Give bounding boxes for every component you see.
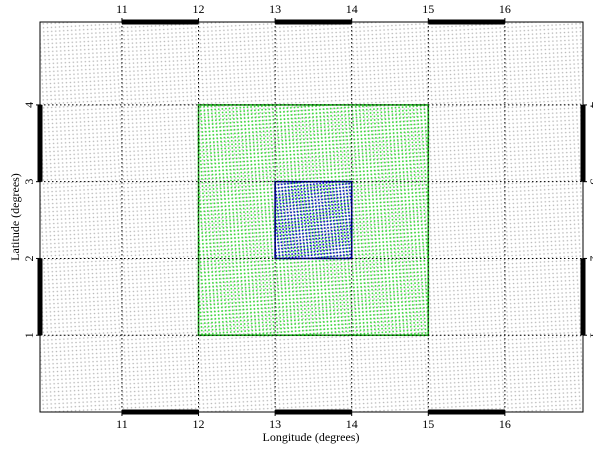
y-tick-label: 3 [587, 179, 593, 185]
x-tick-label: 13 [269, 2, 281, 16]
x-axis-label: Longitude (degrees) [263, 430, 360, 444]
y-tick-label: 1 [22, 332, 36, 338]
x-tick-label: 15 [422, 417, 434, 431]
x-tick-label: 14 [346, 2, 358, 16]
y-tick-label: 2 [22, 255, 36, 261]
region [274, 180, 353, 260]
frame [39, 21, 584, 413]
x-tick-label: 15 [422, 2, 434, 16]
y-tick-label: 2 [587, 255, 593, 261]
x-tick-label: 11 [116, 2, 128, 16]
x-tick-label: 16 [499, 417, 511, 431]
x-tick-label: 14 [346, 417, 358, 431]
y-axis-label: Latitude (degrees) [8, 173, 22, 261]
y-tick-label: 4 [587, 102, 593, 108]
x-tick-label: 12 [193, 2, 205, 16]
y-tick-label: 1 [587, 332, 593, 338]
y-tick-label: 4 [22, 102, 36, 108]
x-tick-label: 16 [499, 2, 511, 16]
y-tick-label: 3 [22, 179, 36, 185]
x-tick-label: 13 [269, 417, 281, 431]
x-tick-label: 11 [116, 417, 128, 431]
x-tick-label: 12 [193, 417, 205, 431]
